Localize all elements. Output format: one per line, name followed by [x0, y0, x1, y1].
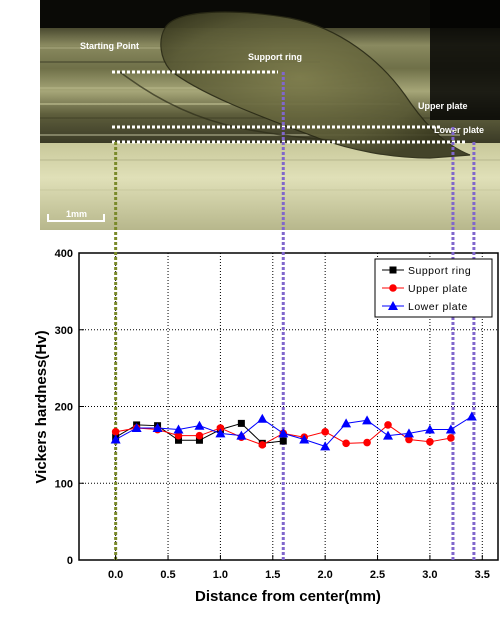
- legend-marker-2: [388, 301, 398, 310]
- scale-bar: 1mm: [47, 209, 105, 222]
- legend-marker-0: [389, 266, 397, 274]
- data-point-2-11: [341, 418, 352, 428]
- data-point-2-1: [131, 422, 142, 432]
- support-ring-label: Support ring: [248, 52, 302, 62]
- legend-label-2: Lower plate: [408, 301, 468, 313]
- y-tick-label-0: 0: [67, 555, 73, 567]
- lower-plate-label: Lower plate: [434, 125, 484, 135]
- data-point-0-3: [175, 436, 183, 444]
- data-point-2-16: [445, 424, 456, 434]
- data-point-2-15: [424, 424, 435, 434]
- data-point-0-8: [279, 437, 287, 445]
- data-point-1-11: [342, 439, 350, 448]
- data-point-1-5: [216, 424, 225, 432]
- data-series: [110, 411, 477, 451]
- x-tick-label-1: 0.5: [160, 569, 175, 581]
- data-point-2-6: [236, 430, 247, 440]
- data-point-2-7: [257, 413, 268, 423]
- legend-label-0: Support ring: [408, 265, 471, 277]
- data-point-2-12: [362, 415, 373, 425]
- data-point-2-14: [403, 428, 414, 438]
- x-tick-label-5: 2.5: [370, 569, 385, 581]
- data-point-1-14: [405, 435, 413, 444]
- hardness-chart: 0.0 0.5 1.0 1.5 2.0 2.5 3.0 3.5 0 100 200 300 400 Vi…: [33, 72, 499, 605]
- y-tick-label-1: 100: [55, 478, 73, 490]
- data-point-2-5: [215, 428, 226, 438]
- x-tick-label-2: 1.0: [213, 569, 228, 581]
- data-point-2-13: [383, 430, 394, 440]
- data-point-1-12: [363, 438, 371, 447]
- data-point-2-8: [278, 428, 289, 438]
- starting-point-label: Starting Point: [80, 41, 139, 51]
- data-point-0-6: [237, 419, 245, 427]
- data-point-1-7: [258, 441, 267, 449]
- data-point-2-4: [194, 420, 205, 430]
- data-point-2-2: [152, 422, 163, 432]
- data-point-2-9: [299, 434, 310, 444]
- y-axis-title: Vickers hardness(Hv): [33, 330, 50, 483]
- reference-lines: [114, 72, 476, 560]
- micrograph-photo: Starting Point Support ring Upper plate …: [40, 0, 500, 230]
- data-point-2-10: [320, 441, 331, 451]
- legend: Support ring Upper plate Lower plate: [374, 258, 493, 318]
- data-point-1-16: [447, 434, 455, 442]
- y-tick-label-3: 300: [55, 325, 73, 337]
- x-axis-title: Distance from center(mm): [195, 588, 381, 605]
- legend-marker-1: [389, 284, 397, 292]
- weld-zone: [160, 11, 471, 159]
- data-point-1-0: [111, 428, 120, 436]
- data-point-1-15: [426, 438, 434, 446]
- axis-ticks: 0.0 0.5 1.0 1.5 2.0 2.5 3.0 3.5 0 100 200 300 400: [55, 248, 490, 581]
- y-tick-label-2: 200: [55, 402, 73, 414]
- series-line-2: [115, 416, 473, 447]
- x-tick-label-0: 0.0: [108, 569, 123, 581]
- data-point-1-10: [321, 428, 329, 436]
- dark-corner: [430, 0, 500, 120]
- legend-label-1: Upper plate: [408, 283, 468, 295]
- y-tick-label-4: 400: [55, 248, 73, 260]
- scale-bar-label: 1mm: [66, 209, 87, 219]
- measurement-paths: [112, 70, 466, 144]
- data-point-2-3: [173, 424, 184, 434]
- data-point-1-4: [195, 431, 204, 440]
- x-tick-label-3: 1.5: [265, 569, 280, 581]
- data-point-2-0: [110, 434, 121, 444]
- data-point-1-13: [384, 421, 392, 429]
- upper-plate-label: Upper plate: [418, 101, 468, 111]
- series-triangle: [110, 411, 477, 451]
- x-tick-label-4: 2.0: [318, 569, 333, 581]
- data-point-2-17: [466, 411, 477, 421]
- data-point-1-3: [174, 431, 183, 440]
- data-point-0-4: [195, 436, 203, 444]
- x-tick-label-7: 3.5: [475, 569, 490, 581]
- x-tick-label-6: 3.0: [422, 569, 437, 581]
